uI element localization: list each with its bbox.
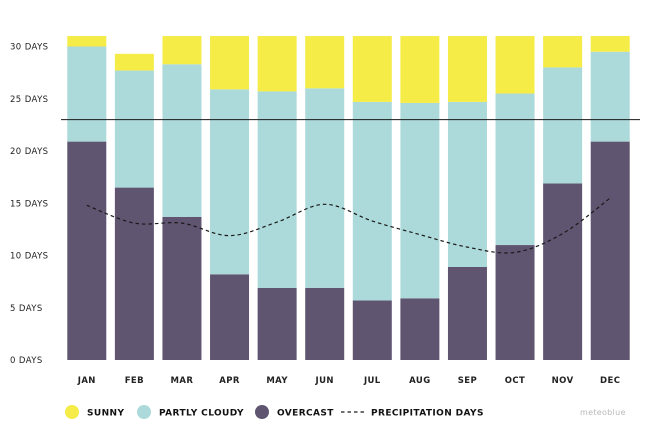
x-tick-label-feb: FEB <box>125 376 144 386</box>
bar-partly-cloudy-mar <box>162 64 201 217</box>
bar-sunny-jul <box>353 36 392 102</box>
bar-sunny-dec <box>591 36 630 52</box>
bar-sunny-mar <box>162 36 201 64</box>
y-tick-label: 5 DAYS <box>10 304 43 314</box>
bar-overcast-jul <box>353 300 392 360</box>
legend-marker-overcast <box>255 405 269 419</box>
bar-partly-cloudy-feb <box>115 71 154 188</box>
bar-sunny-aug <box>400 36 439 103</box>
bar-partly-cloudy-dec <box>591 52 630 142</box>
x-tick-label-sep: SEP <box>458 376 477 386</box>
bar-sunny-sep <box>448 36 487 102</box>
bar-partly-cloudy-may <box>258 91 297 287</box>
x-tick-label-jul: JUL <box>363 376 381 386</box>
y-tick-label: 20 DAYS <box>10 147 48 157</box>
bar-overcast-may <box>258 288 297 360</box>
bar-overcast-jan <box>67 142 106 360</box>
bar-sunny-may <box>258 36 297 91</box>
bar-partly-cloudy-oct <box>496 94 535 246</box>
bar-overcast-aug <box>400 298 439 360</box>
x-tick-label-mar: MAR <box>171 376 194 386</box>
legend-label-sunny: SUNNY <box>87 409 124 419</box>
x-tick-label-dec: DEC <box>600 376 620 386</box>
bar-overcast-feb <box>115 188 154 360</box>
bar-partly-cloudy-nov <box>543 67 582 183</box>
y-tick-label: 30 DAYS <box>10 43 48 53</box>
bar-sunny-jun <box>305 36 344 88</box>
x-tick-label-aug: AUG <box>409 376 430 386</box>
bar-sunny-feb <box>115 54 154 71</box>
bar-sunny-apr <box>210 36 249 89</box>
bar-overcast-oct <box>496 245 535 360</box>
legend-label-partly-cloudy: PARTLY CLOUDY <box>159 409 244 419</box>
meteoblue-watermark: meteoblue <box>580 408 626 417</box>
y-tick-label: 15 DAYS <box>10 199 48 209</box>
bar-partly-cloudy-sep <box>448 102 487 267</box>
x-tick-label-oct: OCT <box>505 376 525 386</box>
x-tick-label-jan: JAN <box>77 376 96 386</box>
x-tick-label-nov: NOV <box>552 376 574 386</box>
bar-overcast-apr <box>210 274 249 360</box>
y-tick-label: 25 DAYS <box>10 95 48 105</box>
x-tick-label-may: MAY <box>266 376 288 386</box>
bar-overcast-jun <box>305 288 344 360</box>
bar-sunny-oct <box>496 36 535 93</box>
bar-partly-cloudy-jun <box>305 88 344 288</box>
y-tick-label: 0 DAYS <box>10 356 43 366</box>
x-tick-label-apr: APR <box>219 376 240 386</box>
y-tick-label: 10 DAYS <box>10 252 48 262</box>
legend-marker-partly-cloudy <box>137 405 151 419</box>
bar-partly-cloudy-jul <box>353 102 392 301</box>
bar-partly-cloudy-aug <box>400 103 439 298</box>
bar-overcast-nov <box>543 183 582 360</box>
x-tick-label-jun: JUN <box>315 376 334 386</box>
bar-sunny-jan <box>67 36 106 46</box>
bar-overcast-dec <box>591 142 630 360</box>
legend-label-precipitation-days: PRECIPITATION DAYS <box>371 409 484 419</box>
bar-partly-cloudy-apr <box>210 89 249 274</box>
legend-marker-sunny <box>65 405 79 419</box>
bar-sunny-nov <box>543 36 582 67</box>
bar-partly-cloudy-jan <box>67 47 106 142</box>
bar-overcast-sep <box>448 267 487 360</box>
legend-label-overcast: OVERCAST <box>277 409 334 419</box>
bar-overcast-mar <box>162 217 201 360</box>
